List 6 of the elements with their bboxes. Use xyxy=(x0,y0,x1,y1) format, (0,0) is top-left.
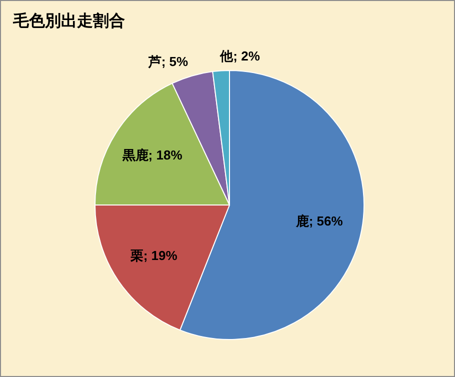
slice-label: 黒鹿; 18% xyxy=(121,148,183,163)
slice-label: 芦; 5% xyxy=(147,54,189,69)
chart-title: 毛色別出走割合 xyxy=(13,11,125,32)
slice-label: 栗; 19% xyxy=(129,248,178,263)
slice-label: 他; 2% xyxy=(219,48,260,64)
slice-label: 鹿; 56% xyxy=(294,214,344,229)
